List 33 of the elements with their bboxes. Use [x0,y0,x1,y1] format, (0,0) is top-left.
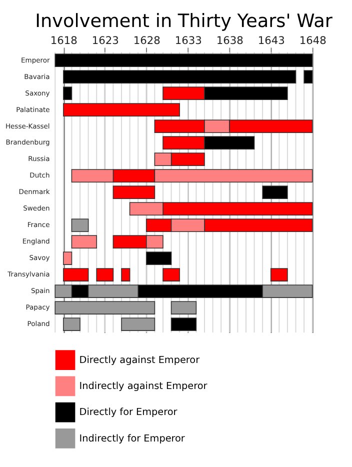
legend-label: Indirectly against Emperor [79,381,208,392]
bar [54,54,313,68]
x-tick-label: 1638 [216,34,244,47]
chart-title: Involvement in Thirty Years' War [35,10,333,32]
legend-label: Directly for Emperor [79,407,178,418]
bar [71,235,97,248]
bar [63,318,80,331]
bar [54,301,156,314]
x-tick-label: 1648 [299,34,327,47]
bar [170,318,197,331]
x-tick-label: 1643 [258,34,285,47]
bar [112,186,156,199]
bar [63,268,89,282]
bar [63,252,72,265]
bar [71,218,89,232]
x-tick-label: 1623 [92,34,119,47]
bar [63,86,72,100]
legend-label: Indirectly for Emperor [79,433,185,444]
x-tick-label: 1618 [50,34,78,47]
bar [304,70,313,84]
bar [121,268,130,282]
legend-label: Directly against Emperor [79,354,200,366]
bar [63,103,180,116]
bar [121,318,156,331]
bar [162,268,180,282]
bar [96,268,114,282]
bar [262,186,288,199]
bar [63,70,296,84]
x-tick-label: 1628 [133,34,161,47]
bar [270,268,288,282]
bar [170,301,197,314]
x-tick-label: 1633 [174,34,202,47]
bar [146,252,172,265]
